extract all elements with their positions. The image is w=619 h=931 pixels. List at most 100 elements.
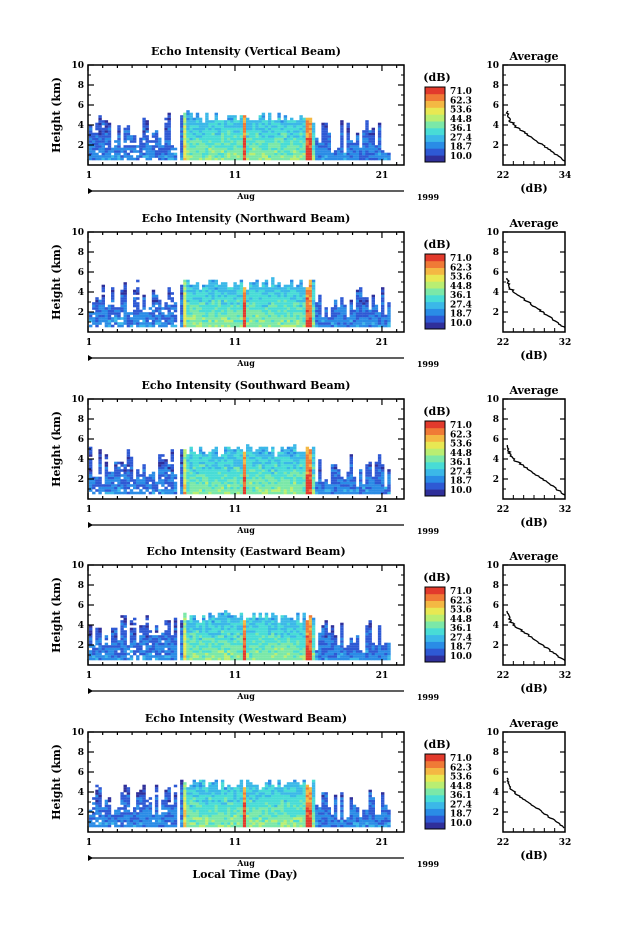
heatmap-cell [139,312,143,315]
heatmap-cell [205,294,209,298]
heatmap-cell [161,474,165,477]
heatmap-cell [198,479,203,482]
heatmap-cell [208,637,212,641]
heatmap-cell [261,647,266,651]
heatmap-cell [142,484,146,487]
heatmap-cell [101,319,105,323]
heatmap-cell [192,117,196,121]
heatmap-cell [224,120,228,123]
heatmap-cell [249,120,253,123]
heatmap-cell [104,309,109,313]
heatmap-cell [377,132,382,136]
heatmap-cell [359,152,363,156]
panel-3: Echo Intensity (Southward Beam)246810Hei… [50,379,571,536]
heatmap-cell [161,461,165,465]
heatmap-cell [359,476,363,480]
heatmap-cell [214,451,218,455]
year-label: 1999 [417,192,440,202]
heatmap-cell [268,297,272,300]
heatmap-cell [192,459,196,462]
heatmap-cell [337,484,341,487]
heatmap-cell [236,147,240,151]
heatmap-cell [220,317,225,320]
heatmap-cell [239,484,244,487]
heatmap-cell [249,489,253,492]
heatmap-cell [208,312,212,315]
colorbar-swatch [425,107,445,115]
heatmap-cell [286,319,291,323]
heatmap-cell [293,319,297,323]
heatmap-cell [377,150,382,153]
colorbar-label: 10.0 [450,152,472,162]
colorbar-label: 71.0 [450,421,472,431]
heatmap-cell [296,152,300,156]
heatmap-cell [151,655,156,658]
heatmap-cell [280,314,284,318]
heatmap-cell [230,297,234,300]
heatmap-cell [202,652,206,656]
heatmap-cell [365,486,369,490]
heatmap-cell [359,486,363,490]
heatmap-cell [242,125,247,128]
heatmap-cell [164,471,168,475]
heatmap-cell [114,637,118,641]
heatmap-cell [268,125,272,128]
heatmap-cell [233,454,237,457]
heatmap-cell [227,637,231,641]
heatmap-cell [220,304,225,308]
heatmap-cell [98,299,102,303]
heatmap-cell [186,127,190,131]
heatmap-cell [349,489,353,492]
heatmap-cell [202,489,206,492]
heatmap-cell [89,479,93,482]
heatmap-cell [89,640,93,643]
heatmap-cell [381,302,385,305]
heatmap-cell [296,135,300,138]
heatmap-cell [186,155,190,158]
heatmap-cell [192,489,196,492]
heatmap-cell [233,130,237,133]
heatmap-cell [318,314,322,318]
heatmap-cell [280,297,284,300]
heatmap-cell [286,317,291,320]
heatmap-cell [293,459,297,462]
heatmap-cell [271,451,275,455]
heatmap-cell [224,152,228,156]
heatmap-cell [186,489,190,492]
heatmap-cell [333,157,338,161]
heatmap-cell [151,299,156,303]
heatmap-cell [129,476,134,480]
heatmap-cell [227,297,231,300]
heatmap-cell [211,289,215,293]
heatmap-cell [236,645,240,648]
heatmap-cell [224,479,228,482]
heatmap-cell [123,645,127,648]
heatmap-cell [107,479,112,482]
heatmap-cell [233,142,237,146]
heatmap-cell [286,479,291,482]
heatmap-cell [104,157,109,161]
heatmap-cell [129,461,134,465]
heatmap-cell [340,312,344,315]
heatmap-cell [158,461,162,465]
heatmap-cell [195,625,200,628]
heatmap-cell [195,489,200,492]
heatmap-cell [337,307,341,310]
heatmap-cell [202,640,206,643]
heatmap-cell [180,122,184,126]
heatmap-cell [154,135,159,138]
heatmap-cell [158,637,162,641]
heatmap-cell [277,137,281,141]
heatmap-cell [129,642,134,646]
heatmap-cell [349,322,353,325]
heatmap-cell [202,655,206,658]
heatmap-cell [333,476,338,480]
heatmap-cell [290,469,294,472]
heatmap-cell [277,461,281,465]
heatmap-cell [352,145,357,148]
heatmap-cell [186,122,190,126]
heatmap-cell [381,324,385,328]
heatmap-cell [205,476,209,480]
heatmap-cell [123,284,127,288]
heatmap-cell [117,314,121,318]
